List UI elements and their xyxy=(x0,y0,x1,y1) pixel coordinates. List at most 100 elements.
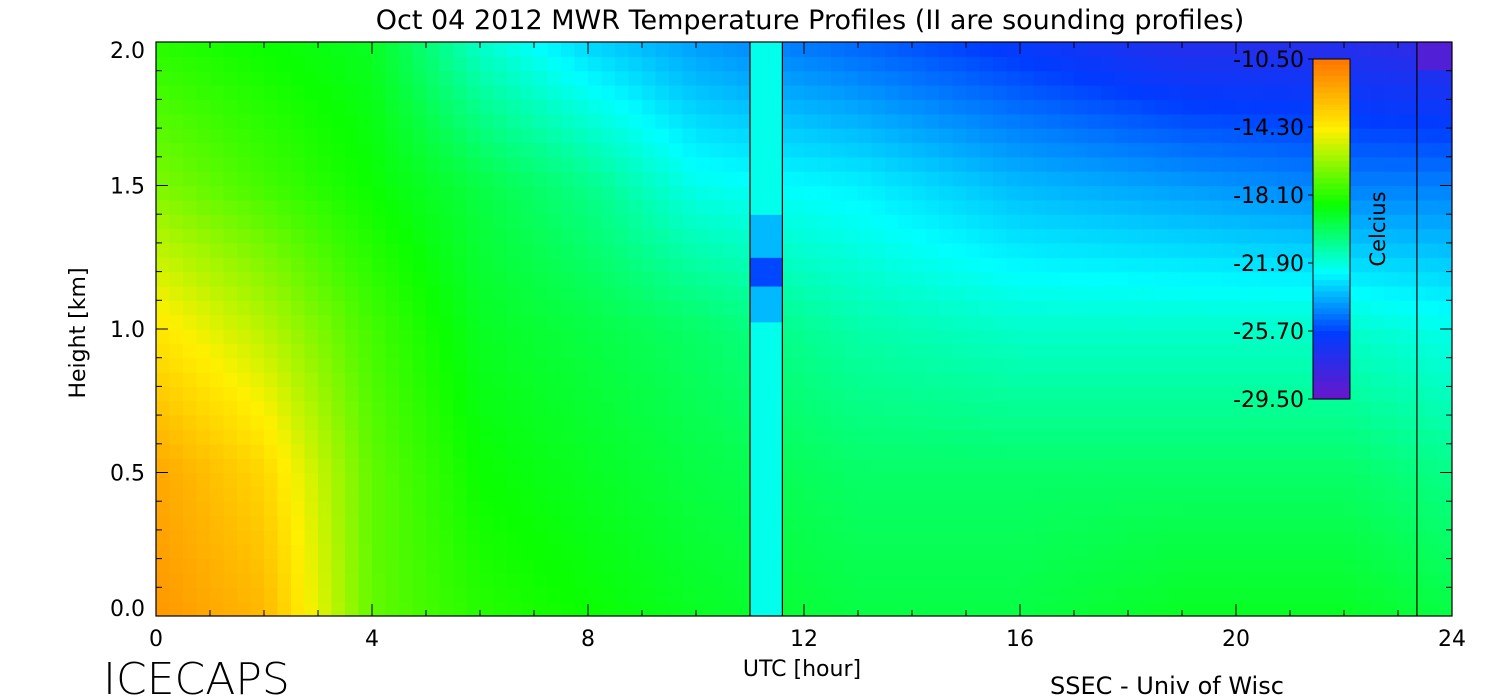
heatmap-cell xyxy=(993,429,1008,445)
heatmap-cell xyxy=(534,486,549,502)
heatmap-cell xyxy=(1087,572,1102,588)
heatmap-cell xyxy=(1384,56,1399,72)
heatmap-cell xyxy=(1182,185,1197,201)
heatmap-cell xyxy=(642,558,657,574)
heatmap-cell xyxy=(507,544,522,560)
heatmap-cell xyxy=(412,285,427,301)
heatmap-cell xyxy=(196,228,211,244)
heatmap-cell xyxy=(871,156,886,172)
heatmap-cell xyxy=(196,415,211,431)
heatmap-cell xyxy=(561,429,576,445)
heatmap-cell xyxy=(385,386,400,402)
heatmap-cell xyxy=(966,429,981,445)
heatmap-cell xyxy=(628,271,643,287)
heatmap-cell xyxy=(669,300,684,316)
heatmap-cell xyxy=(1060,558,1075,574)
heatmap-cell xyxy=(885,42,900,57)
heatmap-cell xyxy=(358,343,373,359)
heatmap-cell xyxy=(412,343,427,359)
heatmap-cell xyxy=(1209,285,1224,301)
heatmap-cell xyxy=(426,42,441,57)
heatmap-cell xyxy=(223,56,238,72)
heatmap-cell xyxy=(547,56,562,72)
heatmap-cell xyxy=(574,472,589,488)
heatmap-cell xyxy=(1087,285,1102,301)
heatmap-cell xyxy=(723,85,738,100)
heatmap-cell xyxy=(318,329,333,344)
heatmap-cell xyxy=(237,515,252,531)
heatmap-cell xyxy=(1263,529,1278,545)
heatmap-cell xyxy=(1209,572,1224,588)
heatmap-cell xyxy=(1087,501,1102,517)
heatmap-cell xyxy=(1236,544,1251,560)
heatmap-cell xyxy=(237,171,252,187)
heatmap-cell xyxy=(1425,113,1440,129)
heatmap-cell xyxy=(912,572,927,588)
heatmap-cell xyxy=(1101,271,1116,287)
heatmap-cell xyxy=(439,544,454,560)
heatmap-cell xyxy=(331,443,346,459)
heatmap-cell xyxy=(1411,99,1426,115)
heatmap-cell xyxy=(372,443,387,459)
heatmap-cell xyxy=(669,429,684,445)
heatmap-cell xyxy=(1276,42,1291,57)
heatmap-cell xyxy=(1101,501,1116,517)
heatmap-cell xyxy=(493,85,508,100)
heatmap-cell xyxy=(723,501,738,517)
x-tick-label: 4 xyxy=(365,627,379,652)
heatmap-cell xyxy=(385,415,400,431)
heatmap-cell xyxy=(709,214,724,230)
heatmap-cell xyxy=(412,529,427,545)
heatmap-cell xyxy=(385,300,400,316)
heatmap-cell xyxy=(250,42,265,57)
heatmap-cell xyxy=(736,85,751,100)
heatmap-cell xyxy=(871,572,886,588)
heatmap-cell xyxy=(1128,443,1143,459)
heatmap-cell xyxy=(345,386,360,402)
heatmap-cell xyxy=(1101,242,1116,258)
heatmap-cell xyxy=(1290,558,1305,574)
heatmap-cell xyxy=(601,99,616,115)
heatmap-cell xyxy=(1155,185,1170,201)
heatmap-cell xyxy=(804,400,819,416)
heatmap-cell xyxy=(561,42,576,57)
heatmap-cell xyxy=(871,214,886,230)
heatmap-cell xyxy=(1317,443,1332,459)
heatmap-cell xyxy=(331,558,346,574)
heatmap-cell xyxy=(831,42,846,57)
heatmap-cell xyxy=(588,42,603,57)
heatmap-cell xyxy=(439,400,454,416)
heatmap-cell xyxy=(655,56,670,72)
heatmap-cell xyxy=(547,558,562,574)
heatmap-cell xyxy=(318,458,333,474)
heatmap-cell xyxy=(372,501,387,517)
heatmap-cell xyxy=(696,257,711,273)
heatmap-cell xyxy=(1033,472,1048,488)
heatmap-cell xyxy=(1438,214,1452,230)
heatmap-cell xyxy=(318,70,333,86)
heatmap-cell xyxy=(831,572,846,588)
heatmap-cell xyxy=(1047,85,1062,100)
heatmap-cell xyxy=(790,242,805,258)
heatmap-cell xyxy=(480,529,495,545)
heatmap-cell xyxy=(574,587,589,603)
heatmap-cell xyxy=(993,386,1008,402)
heatmap-cell xyxy=(385,99,400,115)
heatmap-cell xyxy=(1236,357,1251,373)
heatmap-cell xyxy=(439,171,454,187)
heatmap-cell xyxy=(183,214,198,230)
heatmap-cell xyxy=(844,142,859,158)
heatmap-cell xyxy=(1006,415,1021,431)
heatmap-cell xyxy=(952,372,967,387)
heatmap-cell xyxy=(858,242,873,258)
heatmap-cell xyxy=(844,156,859,172)
heatmap-cell xyxy=(291,113,306,129)
sounding-profile-cell xyxy=(750,221,783,230)
heatmap-cell xyxy=(1411,128,1426,144)
heatmap-cell xyxy=(885,285,900,301)
heatmap-cell xyxy=(264,587,279,603)
heatmap-cell xyxy=(1222,128,1237,144)
heatmap-cell xyxy=(898,501,913,517)
heatmap-cell xyxy=(1128,572,1143,588)
heatmap-cell xyxy=(790,199,805,215)
